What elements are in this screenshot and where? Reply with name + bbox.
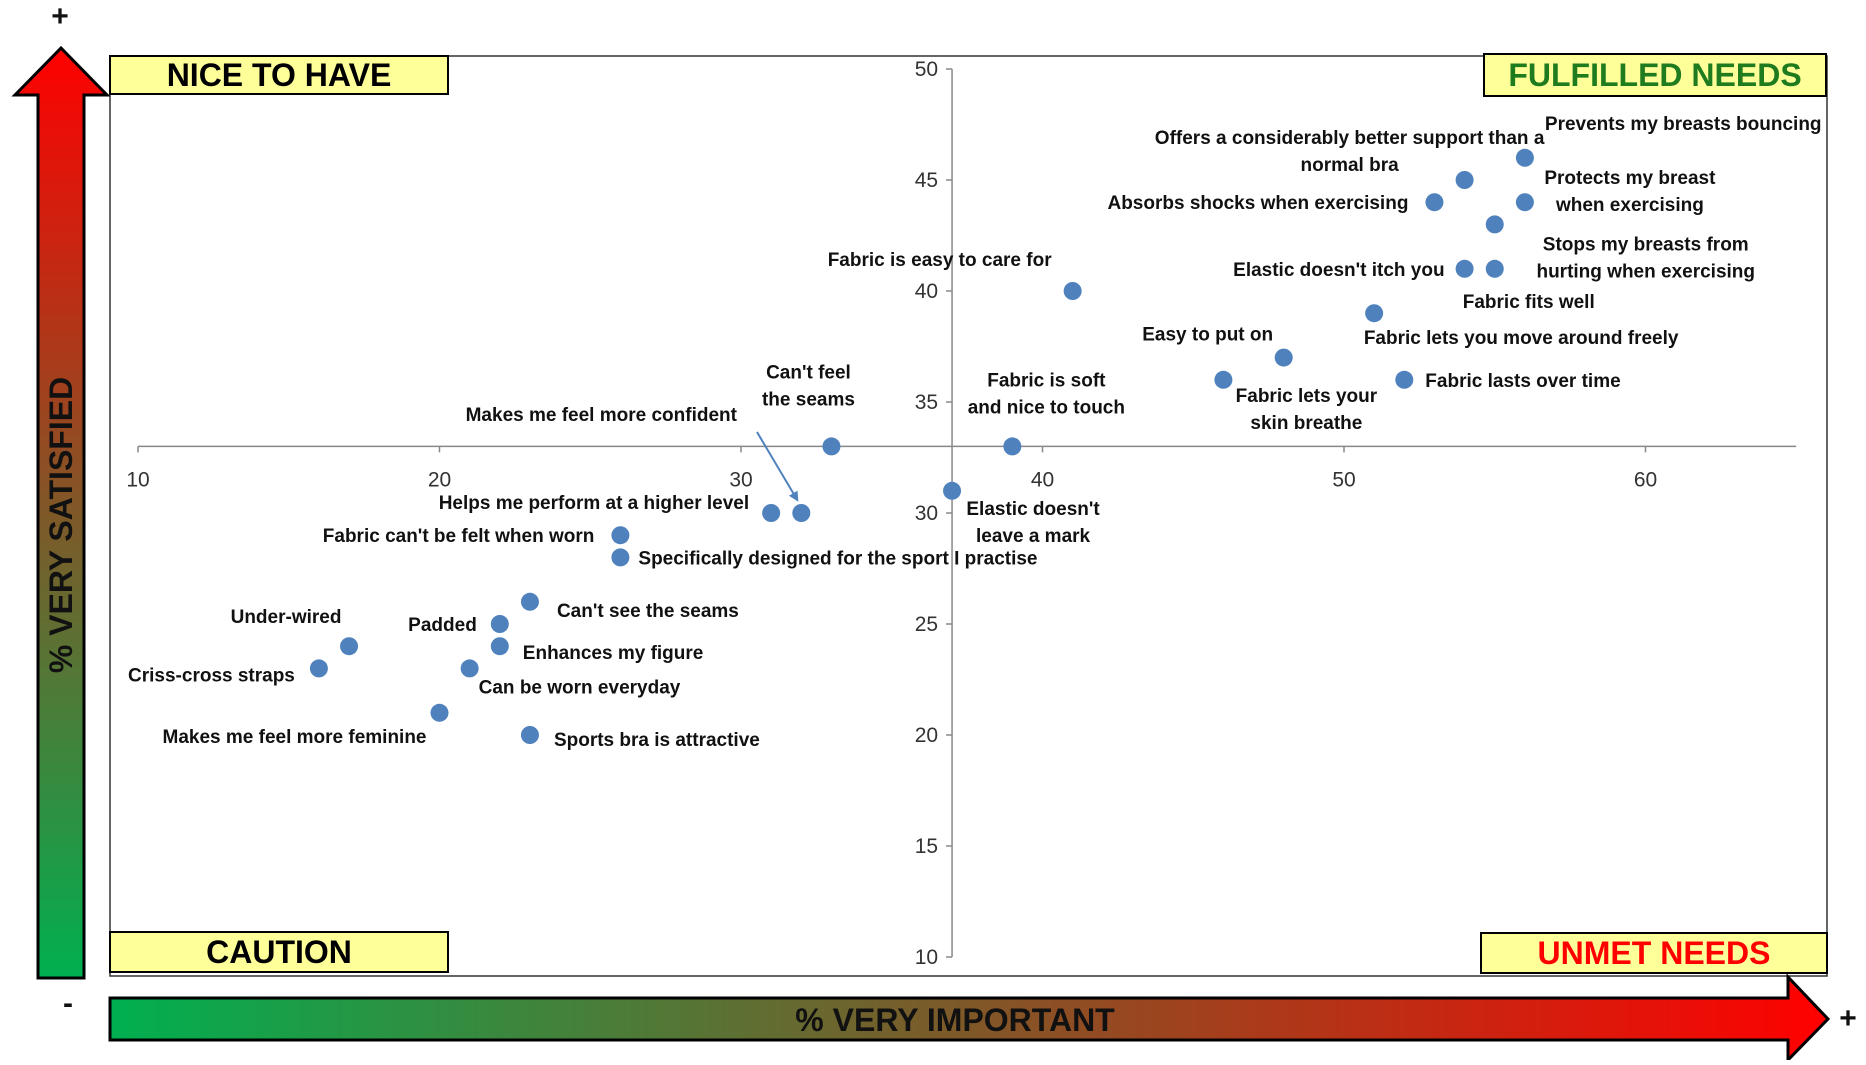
data-point (1425, 193, 1444, 212)
data-point (490, 615, 509, 633)
point-label: Prevents my breasts bouncing (1545, 114, 1822, 135)
quadrant-unmet-needs-box (1480, 932, 1828, 974)
y-tick-label: 20 (915, 724, 938, 747)
y-tick-label: 40 (915, 280, 938, 303)
data-point (1515, 148, 1534, 167)
point-label: Fabric can't be felt when worn (323, 526, 595, 547)
point-label: Elastic doesn't itch you (1233, 260, 1444, 281)
quadrant-fulfilled-needs-box (1483, 53, 1827, 97)
point-label: Makes me feel more confident (466, 405, 738, 426)
point-label: Helps me perform at a higher level (439, 493, 749, 514)
y-tick-label: 15 (915, 835, 938, 858)
y-tick-label: 30 (915, 502, 938, 525)
point-label: Fabric is soft and nice to touch (968, 370, 1125, 418)
data-point (520, 592, 539, 611)
data-point (1274, 348, 1293, 367)
data-point (1455, 171, 1474, 189)
data-point (520, 726, 539, 744)
point-label: Specifically designed for the sport I pr… (638, 548, 1037, 569)
x-tick-label: 20 (428, 468, 451, 491)
quadrant-nice-to-have: NICE TO HAVE (109, 55, 449, 95)
data-point (1395, 370, 1414, 389)
quadrant-caution-label: CAUTION (206, 934, 352, 970)
horizontal-importance-arrow (108, 973, 1831, 1064)
y-axis-title: % VERY SATISFIED (43, 377, 79, 673)
x-tick-label: 50 (1332, 468, 1355, 491)
y-axis-plus-sign: + (51, 0, 69, 33)
axes-layer: 10 20 30 40 50 60 10 15 20 25 30 35 40 45 50 (126, 58, 1797, 969)
y-tick-label: 10 (915, 946, 938, 969)
point-label: Protects my breast when exercising (1544, 168, 1716, 216)
point-label: Stops my breasts from hurting when exerci… (1536, 234, 1755, 282)
data-point (762, 504, 781, 522)
data-point (1365, 304, 1384, 323)
data-point (1455, 259, 1474, 278)
data-point (340, 637, 359, 656)
data-point (1515, 193, 1534, 212)
data-point (792, 504, 811, 522)
data-point (611, 526, 630, 545)
data-point (1485, 259, 1504, 278)
quadrant-labels-layer: NICE TO HAVE FULFILLED NEEDS CAUTION UNMET … (109, 53, 1828, 974)
data-point (309, 659, 328, 678)
point-label: Easy to put on (1142, 325, 1273, 346)
quadrant-nice-to-have-box (109, 55, 449, 95)
point-label: Fabric lasts over time (1425, 371, 1620, 392)
point-label: Fabric lets your skin breathe (1236, 386, 1378, 434)
point-label: Makes me feel more feminine (163, 727, 427, 748)
point-label: Criss-cross straps (128, 665, 295, 686)
data-point (1063, 282, 1082, 300)
point-label: Can't see the seams (557, 601, 739, 622)
plot-frame (109, 55, 1828, 977)
point-label: Enhances my figure (523, 643, 704, 664)
x-tick-label: 10 (126, 468, 149, 491)
point-label: Fabric lets you move around freely (1364, 328, 1679, 349)
point-label: Padded (408, 615, 477, 636)
point-label: Fabric fits well (1463, 292, 1595, 313)
point-label: Can be worn everyday (479, 677, 681, 698)
data-point (1003, 437, 1022, 456)
y-tick-label: 50 (915, 58, 938, 81)
data-point (490, 637, 509, 656)
y-tick-label: 45 (915, 169, 938, 192)
x-axis-title: % VERY IMPORTANT (795, 1002, 1115, 1038)
data-point (611, 548, 630, 567)
data-point (943, 481, 962, 500)
data-point (822, 437, 841, 456)
quadrant-unmet-needs-label: UNMET NEEDS (1538, 935, 1771, 971)
quadrant-caution-box (109, 931, 449, 973)
point-label: Under-wired (231, 607, 342, 628)
point-label: Fabric is easy to care for (828, 250, 1052, 271)
vertical-satisfaction-arrow (11, 45, 111, 980)
point-label: Offers a considerably better support tha… (1155, 128, 1545, 176)
point-label: Elastic doesn't leave a mark (966, 499, 1100, 547)
quadrant-caution: CAUTION (109, 931, 449, 973)
x-axis-plus-sign: + (1839, 1002, 1857, 1035)
point-label: Absorbs shocks when exercising (1107, 193, 1408, 214)
label-leader-arrow (756, 431, 799, 502)
x-tick-label: 40 (1031, 468, 1054, 491)
data-point (1485, 215, 1504, 234)
x-axis-minus-sign: - (63, 987, 73, 1020)
points-layer (309, 148, 1534, 744)
y-tick-label: 25 (915, 613, 938, 636)
quadrant-fulfilled-needs: FULFILLED NEEDS (1483, 53, 1827, 97)
data-point (430, 703, 449, 722)
x-tick-label: 60 (1634, 468, 1657, 491)
quadrant-unmet-needs: UNMET NEEDS (1480, 932, 1828, 974)
quadrant-fulfilled-needs-label: FULFILLED NEEDS (1508, 57, 1801, 93)
y-tick-label: 35 (915, 391, 938, 414)
point-label: Can't feel the seams (762, 362, 855, 410)
quadrant-nice-to-have-label: NICE TO HAVE (167, 57, 392, 93)
data-point (460, 659, 479, 678)
data-point (1214, 370, 1233, 389)
x-tick-label: 30 (729, 468, 752, 491)
point-label: Sports bra is attractive (554, 730, 760, 751)
